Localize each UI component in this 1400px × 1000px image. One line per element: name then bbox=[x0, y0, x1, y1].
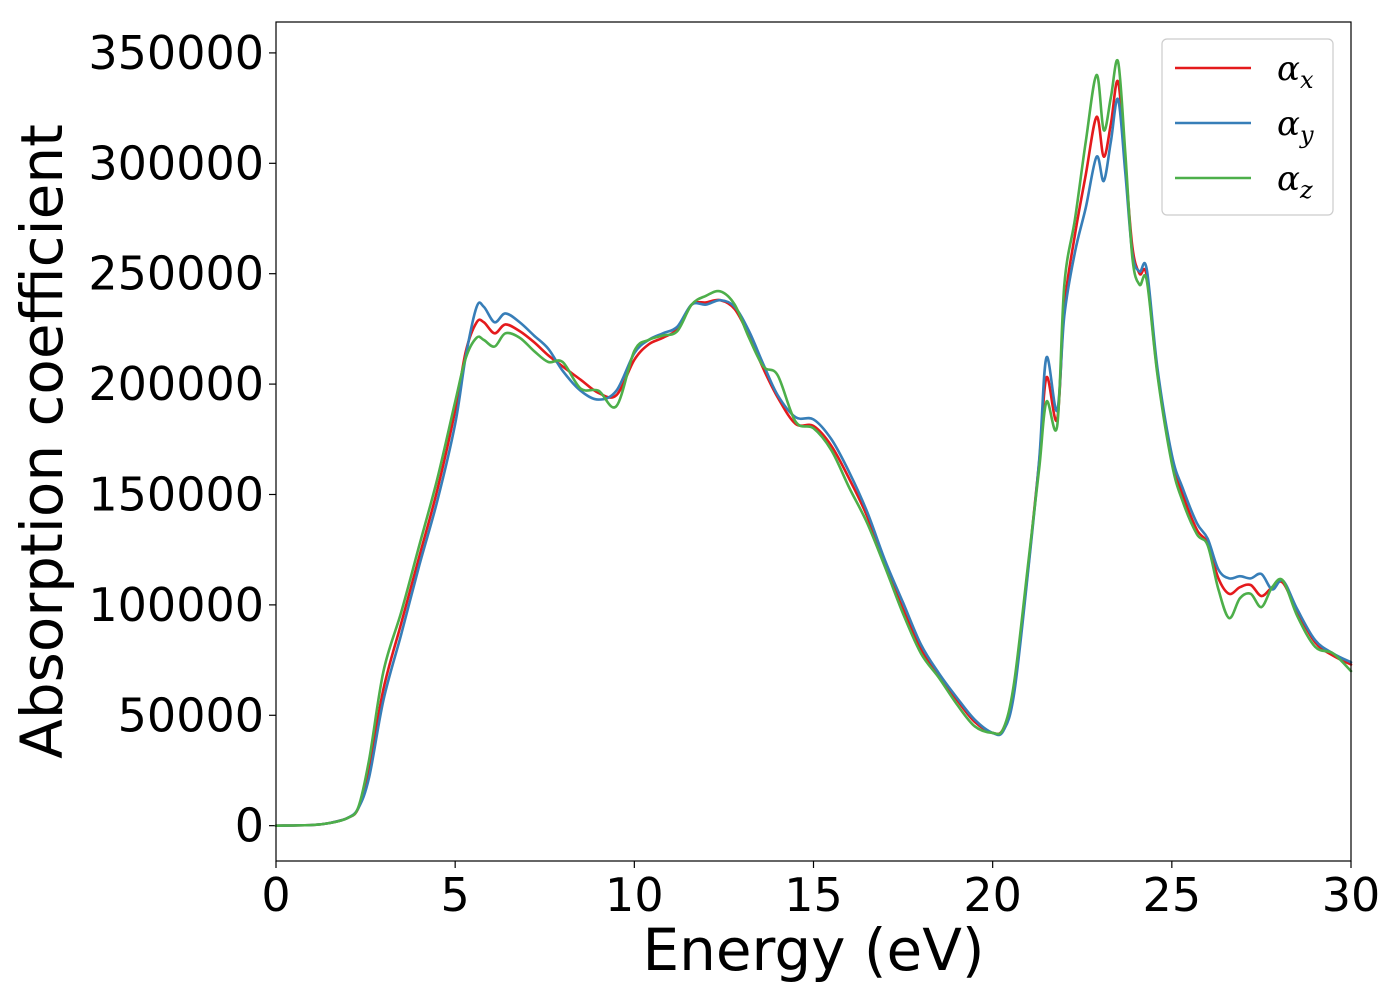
x-axis-ticks: 0 5 10 15 20 25 30 bbox=[261, 861, 1380, 922]
x-tick-label: 25 bbox=[1143, 868, 1202, 922]
legend-label-z: αz bbox=[1277, 159, 1313, 204]
series-line-y bbox=[274, 97, 1353, 827]
series-line-x bbox=[274, 79, 1353, 827]
y-axis-ticks: 0 50000 100000 150000 200000 250000 300000 3500… bbox=[88, 26, 276, 853]
legend-label-y: αy bbox=[1277, 104, 1314, 149]
y-tick-label: 0 bbox=[235, 799, 264, 853]
x-tick-label: 15 bbox=[784, 868, 843, 922]
x-tick-label: 5 bbox=[441, 868, 470, 922]
plot-frame bbox=[275, 21, 1352, 862]
y-tick-label: 350000 bbox=[88, 26, 264, 80]
y-tick-label: 150000 bbox=[88, 467, 264, 521]
y-tick-label: 100000 bbox=[88, 578, 264, 632]
y-tick-label: 250000 bbox=[88, 247, 264, 301]
x-tick-label: 0 bbox=[261, 868, 290, 922]
y-tick-label: 300000 bbox=[88, 136, 264, 190]
legend-box bbox=[1161, 38, 1334, 216]
legend: αx αy αz bbox=[1161, 38, 1334, 216]
plot-series bbox=[274, 58, 1353, 827]
legend-label-x: αx bbox=[1277, 49, 1314, 94]
x-tick-label: 10 bbox=[605, 868, 664, 922]
x-tick-label: 20 bbox=[963, 868, 1022, 922]
y-tick-label: 50000 bbox=[118, 688, 264, 742]
y-axis-label: Absorption coefficient bbox=[8, 124, 76, 759]
x-axis-label: Energy (eV) bbox=[642, 916, 984, 984]
series-line-z bbox=[274, 58, 1353, 827]
y-tick-label: 200000 bbox=[88, 357, 264, 411]
x-tick-label: 30 bbox=[1322, 868, 1381, 922]
